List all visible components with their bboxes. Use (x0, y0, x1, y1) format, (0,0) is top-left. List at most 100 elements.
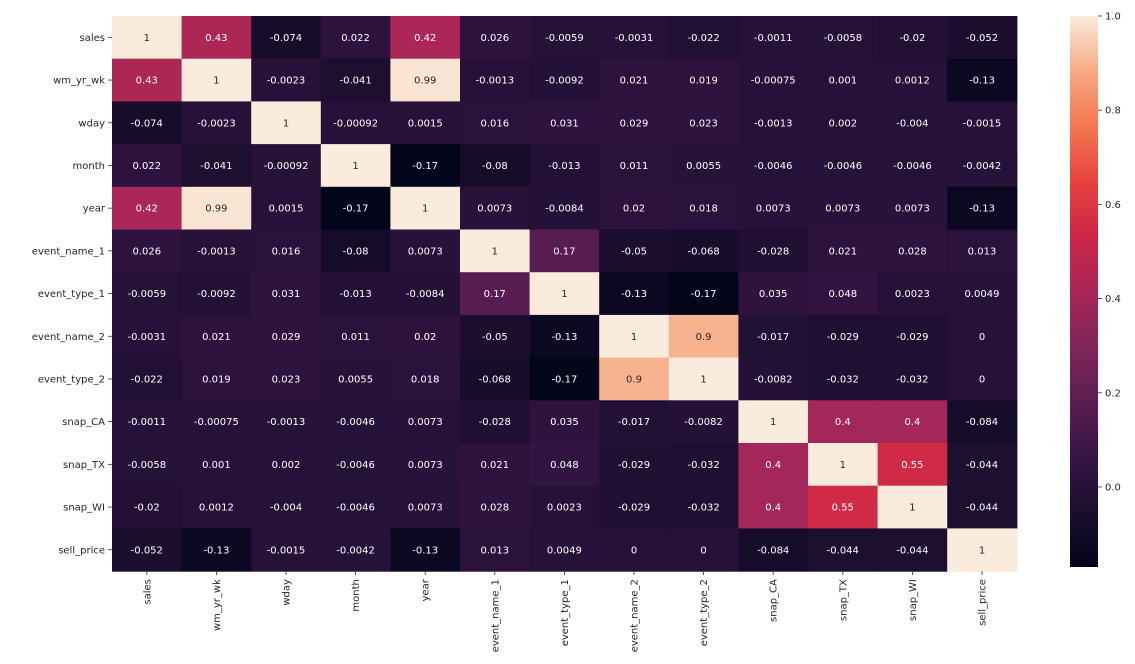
cell-value-label: 0.0049 (547, 545, 582, 556)
heatmap-cell (599, 229, 670, 273)
heatmap-cell (668, 101, 739, 145)
cell-value-label: 0.0012 (895, 76, 930, 87)
heatmap-cell (320, 272, 391, 316)
cell-value-label: -0.0013 (197, 246, 236, 257)
heatmap-cell (668, 357, 739, 401)
heatmap-cell (390, 186, 461, 231)
heatmap-cell (877, 314, 948, 359)
heatmap-cell (738, 101, 809, 145)
cell-value-label: -0.029 (618, 460, 650, 471)
heatmap-cell (529, 101, 600, 145)
heatmap-cell (947, 443, 1018, 487)
heatmap-cell (460, 528, 531, 572)
cell-value-label: 1 (492, 246, 498, 257)
cell-value-label: 0.022 (132, 161, 161, 172)
cell-value-label: 0.4 (835, 417, 851, 428)
cell-value-label: -0.05 (621, 246, 647, 257)
heatmap-cell (529, 272, 600, 316)
cell-value-label: -0.08 (482, 161, 508, 172)
heatmap-cell (808, 229, 879, 273)
cell-value-label: 0.021 (620, 76, 649, 87)
heatmap-cell (599, 314, 670, 359)
heatmap-cell (112, 186, 183, 231)
cell-value-label: 1 (770, 417, 776, 428)
cell-value-label: -0.02 (134, 503, 160, 514)
cell-value-label: 0.035 (550, 417, 579, 428)
cell-value-label: 1 (352, 161, 358, 172)
cell-value-label: -0.044 (827, 545, 859, 556)
cell-value-label: 0.021 (828, 246, 857, 257)
cell-value-label: -0.17 (551, 374, 577, 385)
x-tick-label: sales (142, 579, 153, 604)
cell-value-label: 0.0023 (895, 289, 930, 300)
heatmap-cell (251, 272, 322, 316)
heatmap-cell (460, 144, 531, 188)
heatmap-cell (320, 144, 391, 188)
heatmap-cell (808, 443, 879, 487)
heatmap-cell (808, 58, 879, 102)
heatmap-cell (390, 58, 461, 102)
heatmap-cell (460, 400, 531, 444)
x-tick-label: wm_yr_wk (212, 579, 223, 631)
heatmap-cell (181, 314, 252, 359)
y-tick-label: event_type_2 (38, 374, 105, 385)
cell-value-label: -0.032 (687, 460, 719, 471)
heatmap-cell (599, 357, 670, 401)
heatmap-cell (181, 16, 252, 60)
x-tick-label: event_name_2 (630, 579, 641, 652)
heatmap-cell (112, 101, 183, 145)
heatmap-cell (390, 528, 461, 572)
cell-value-label: -0.0059 (545, 33, 584, 44)
cell-value-label: -0.02 (899, 33, 925, 44)
cell-value-label: 0.0055 (338, 374, 373, 385)
heatmap-cell (947, 101, 1018, 145)
cell-value-label: -0.022 (131, 374, 163, 385)
heatmap-cell (738, 58, 809, 102)
heatmap-cell (181, 443, 252, 487)
cell-value-label: 0.9 (626, 374, 642, 385)
cell-value-label: -0.0084 (545, 204, 584, 215)
x-tick-label: month (351, 579, 362, 611)
x-tick-label: event_type_2 (699, 579, 710, 646)
x-tick-label: sell_price (978, 579, 989, 626)
cell-value-label: 0.0073 (477, 204, 512, 215)
cell-value-label: 0.018 (689, 204, 718, 215)
x-tick-label: snap_TX (838, 579, 849, 621)
cell-value-label: 0.4 (904, 417, 920, 428)
x-tick-label: snap_CA (769, 579, 780, 622)
cell-annotations: 1 0.43 -0.074 0.022 0.42 0.026 -0.0059 -0.0031 -… (127, 33, 1001, 556)
heatmap-cell (390, 443, 461, 487)
cell-value-label: 0.17 (553, 246, 575, 257)
heatmap-cell (320, 400, 391, 444)
cell-value-label: 0.0055 (686, 161, 721, 172)
heatmap-cell (460, 16, 531, 60)
cell-value-label: 0.023 (272, 374, 301, 385)
colorbar-tick-label: 0.2 (1105, 388, 1121, 399)
heatmap-cell (320, 528, 391, 572)
heatmap-cell (251, 314, 322, 359)
cell-value-label: 0.019 (689, 76, 718, 87)
heatmap-cell (320, 58, 391, 102)
cell-value-label: 0.43 (205, 33, 227, 44)
cell-value-label: 0.0073 (825, 204, 860, 215)
cell-value-label: 1 (909, 503, 915, 514)
cell-value-label: -0.0046 (754, 161, 793, 172)
heatmap-cell (529, 229, 600, 273)
heatmap-cell (808, 186, 879, 231)
cell-value-label: -0.032 (896, 374, 928, 385)
heatmap-cell (599, 528, 670, 572)
cell-value-label: 0.99 (205, 204, 227, 215)
y-tick-label: wm_yr_wk (53, 76, 105, 87)
cell-value-label: 0.026 (480, 33, 509, 44)
cell-value-label: 0.02 (623, 204, 645, 215)
cell-value-label: -0.052 (131, 545, 163, 556)
cell-value-label: 0.002 (272, 460, 301, 471)
heatmap-cell (877, 229, 948, 273)
heatmap-cell (738, 144, 809, 188)
heatmap-cell (599, 186, 670, 231)
cell-value-label: -0.00092 (264, 161, 309, 172)
heatmap-cell (460, 186, 531, 231)
cell-value-label: 0.4 (765, 460, 781, 471)
cell-value-label: 0.43 (136, 76, 158, 87)
